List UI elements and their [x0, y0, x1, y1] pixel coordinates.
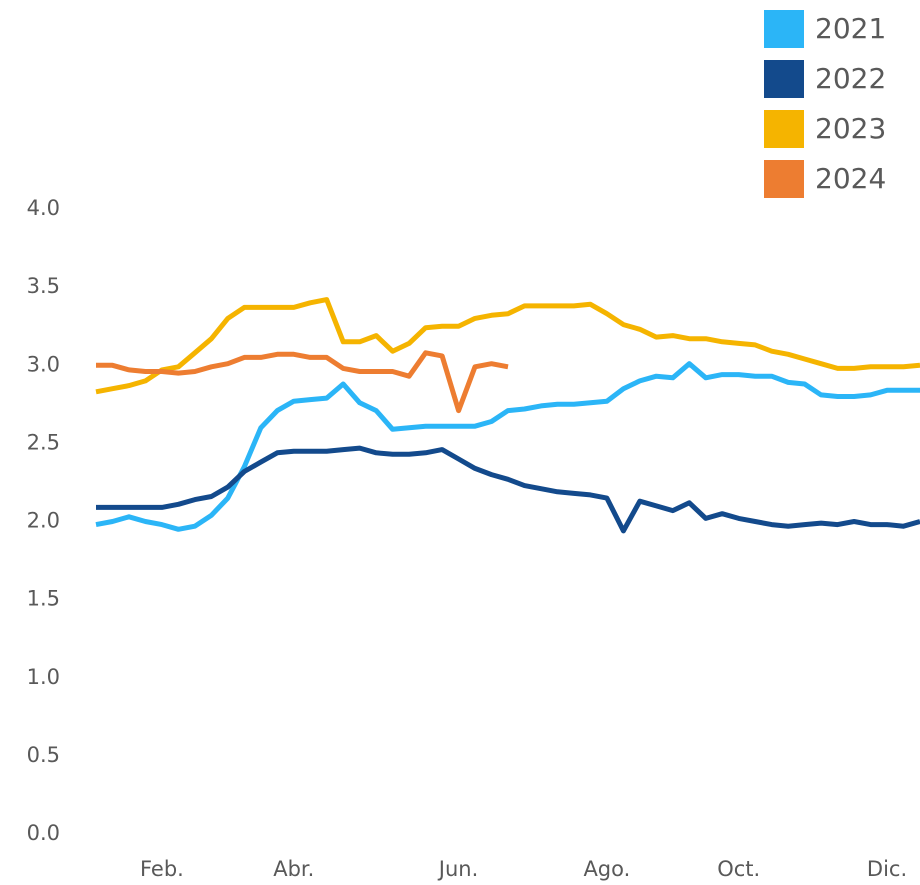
x-tick-label: Feb. [140, 857, 184, 881]
y-tick-label: 0.0 [27, 821, 60, 845]
x-tick-label: Jun. [437, 857, 479, 881]
y-tick-label: 3.5 [27, 274, 60, 298]
x-tick-label: Ago. [583, 857, 630, 881]
y-tick-label: 1.0 [27, 665, 60, 689]
legend-swatch [764, 110, 804, 148]
series-line [95, 297, 920, 395]
y-tick-label: 2.5 [27, 430, 60, 454]
legend-swatch [764, 160, 804, 198]
y-tick-label: 0.5 [27, 743, 60, 767]
series-line [95, 361, 920, 532]
x-tick-label: Oct. [717, 857, 760, 881]
y-tick-label: 4.0 [27, 196, 60, 220]
legend-label: 2024 [815, 162, 886, 195]
y-tick-label: 1.5 [27, 587, 60, 611]
x-tick-label: Dic. [867, 857, 907, 881]
legend-swatch [764, 10, 804, 48]
legend-label: 2021 [815, 12, 886, 45]
legend-swatch [764, 60, 804, 98]
x-tick-label: Abr. [273, 857, 314, 881]
y-tick-label: 3.0 [27, 352, 60, 376]
legend-label: 2022 [815, 62, 886, 95]
series-line [96, 350, 509, 414]
legend-label: 2023 [815, 112, 886, 145]
series-line [96, 445, 920, 534]
y-tick-label: 2.0 [27, 509, 60, 533]
